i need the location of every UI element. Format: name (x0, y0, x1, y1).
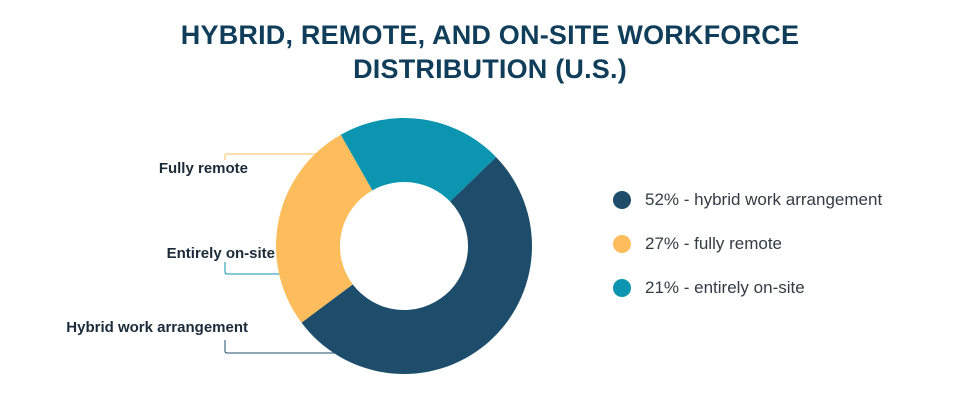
chart-title: HYBRID, REMOTE, AND ON-SITE WORKFORCE DI… (0, 18, 980, 86)
segment-hybrid (301, 157, 532, 374)
chart-title-line-1: HYBRID, REMOTE, AND ON-SITE WORKFORCE (180, 20, 800, 50)
chart-title-line-2: DISTRIBUTION (U.S.) (353, 54, 627, 84)
legend-swatch-fully-remote (613, 235, 631, 253)
segment-fully-remote (276, 134, 373, 323)
donut-segments (276, 118, 532, 374)
leader-line-fully-remote (224, 153, 318, 160)
legend-swatch-entirely-onsite (613, 279, 631, 297)
leader-line-hybrid (224, 340, 342, 354)
legend: 52% - hybrid work arrangement 27% - full… (613, 189, 882, 321)
legend-label-entirely-onsite: 21% - entirely on-site (645, 278, 805, 297)
legend-item-hybrid: 52% - hybrid work arrangement (613, 189, 882, 211)
legend-swatch-hybrid (613, 191, 631, 209)
callout-hybrid: Hybrid work arrangement (66, 319, 248, 336)
leader-line-entirely-onsite (224, 262, 282, 275)
segment-entirely-onsite (340, 118, 497, 202)
legend-item-fully-remote: 27% - fully remote (613, 233, 882, 255)
legend-label-hybrid: 52% - hybrid work arrangement (645, 190, 883, 209)
legend-item-entirely-onsite: 21% - entirely on-site (613, 277, 882, 299)
legend-label-fully-remote: 27% - fully remote (645, 234, 782, 253)
callout-entirely-onsite: Entirely on-site (166, 245, 275, 262)
callout-fully-remote: Fully remote (158, 160, 248, 177)
